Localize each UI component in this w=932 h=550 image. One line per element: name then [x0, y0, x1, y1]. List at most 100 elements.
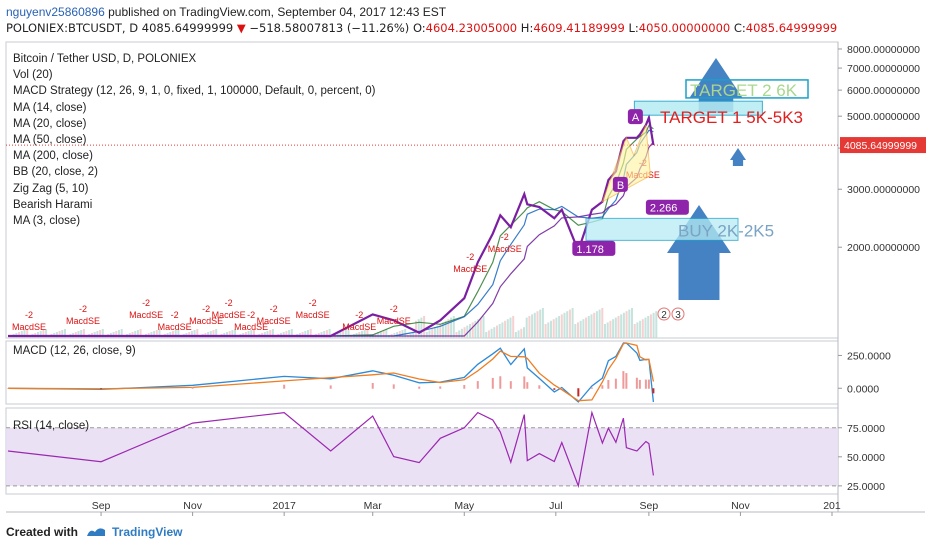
volume-bar [539, 309, 542, 338]
volume-bar [593, 312, 596, 338]
time-tick-label: 2017 [272, 500, 296, 512]
volume-bar [155, 330, 158, 338]
volume-bar [460, 328, 463, 338]
low-value: 4050.00000000 [638, 21, 731, 35]
volume-bar [39, 331, 42, 338]
volume-bar [285, 331, 288, 338]
volume-bar [385, 329, 388, 338]
macd-histogram-bar [560, 388, 563, 389]
rsi-line [7, 410, 654, 489]
volume-bar [64, 329, 66, 338]
signal-count-label: -2 [309, 298, 317, 308]
high-label: H: [520, 21, 534, 35]
signal-count-label: -2 [355, 310, 363, 320]
volume-bar [442, 322, 444, 338]
volume-bar [590, 314, 593, 338]
volume-bar [606, 322, 609, 338]
macd-histogram-bar [523, 376, 526, 389]
high-value: 4609.41189999 [533, 21, 625, 35]
down-arrow-icon: ▼ [236, 21, 246, 35]
open-label: O: [412, 21, 426, 35]
volume-bar [250, 330, 253, 338]
volume-bar [61, 330, 64, 338]
macd-signal-label: MacdSE [158, 322, 192, 332]
volume-bar [209, 331, 212, 338]
signal-count-label: -2 [247, 310, 255, 320]
volume-bar [506, 319, 509, 338]
rsi-band [6, 427, 838, 486]
macd-histogram-bar [439, 386, 442, 389]
last-price-badge-label: 4085.64999999 [844, 140, 917, 152]
legend-item: MA (20, close) [13, 117, 87, 130]
macd-histogram-bar [607, 379, 610, 389]
signal-count-label: -2 [270, 304, 278, 314]
volume-bar [485, 332, 488, 338]
volume-bar [247, 331, 250, 338]
volume-bar [115, 331, 118, 338]
volume-bar [636, 322, 639, 338]
target-box [685, 79, 809, 99]
macd-histogram-bar [538, 385, 541, 389]
volume-bar [533, 312, 536, 338]
macd-histogram-bar [590, 387, 593, 389]
volume-bar [652, 312, 655, 338]
volume-bar [471, 322, 474, 338]
macd-histogram-bar [553, 388, 556, 390]
macd-tick-label: 250.0000 [847, 350, 891, 362]
macd-signal-label: MacdSE [129, 310, 163, 320]
macd-histogram-bar [100, 388, 103, 390]
macd-histogram-bar [392, 384, 395, 389]
volume-bar [379, 331, 382, 338]
macd-histogram-bar [601, 385, 604, 389]
volume-bar [415, 320, 417, 338]
volume-bar [512, 316, 515, 338]
volume-bar [45, 329, 48, 338]
pattern-badge [627, 109, 643, 125]
volume-bar [271, 329, 274, 338]
macd-histogram-bar [644, 379, 647, 389]
legend-item: Bearish Harami [13, 198, 93, 211]
up-arrow-icon [667, 205, 731, 300]
volume-bar [633, 324, 636, 338]
macd-histogram-bar [476, 381, 479, 389]
signal-line [7, 342, 655, 402]
volume-bar [587, 316, 590, 338]
price-tick-label: 8000.00000000 [847, 44, 920, 56]
volume-bar [450, 317, 453, 338]
volume-bar [585, 317, 588, 338]
volume-bar [469, 324, 471, 338]
volume-bar [193, 330, 196, 338]
price-tick-label: 3000.00000000 [847, 184, 920, 196]
last-price: 4085.64999999 [141, 21, 234, 35]
created-with-label: Created with [6, 525, 79, 539]
volume-bar [493, 327, 496, 338]
price-tick-label: 2000.00000000 [847, 242, 920, 254]
macd-signal-label: MacdSE [453, 264, 487, 274]
volume-bar [514, 332, 517, 338]
volume-bar [487, 330, 490, 338]
macd-histogram-bar [463, 385, 466, 389]
volume-bar [625, 311, 628, 338]
volume-bar [509, 317, 512, 338]
volume-bar [153, 331, 156, 338]
volume-bar [96, 331, 99, 338]
buy-zone-label: BUY 2K-2K5 [678, 221, 774, 240]
macd-histogram-bar [491, 377, 494, 389]
macd-histogram-bar [509, 381, 512, 389]
legend-item: BB (20, close, 2) [13, 166, 99, 179]
volume-bar [444, 320, 447, 338]
symbol-bar: POLONIEX:BTCUSDT, D 4085.64999999 ▼ −518… [6, 21, 837, 35]
volume-bar [228, 331, 231, 338]
author-link[interactable]: nguyenv25860896 [6, 5, 105, 19]
tradingview-brand[interactable]: TradingView [112, 525, 183, 539]
legend-item: Zig Zag (5, 10) [13, 182, 89, 195]
volume-bar [463, 327, 466, 338]
pattern-badge-label: A [632, 112, 640, 124]
volume-bar [498, 324, 501, 338]
volume-bar [212, 330, 215, 338]
macd-histogram-bar [191, 387, 194, 389]
volume-bar [339, 332, 342, 338]
wave-count-marker [671, 307, 685, 321]
macd-histogram-bar [499, 376, 502, 389]
